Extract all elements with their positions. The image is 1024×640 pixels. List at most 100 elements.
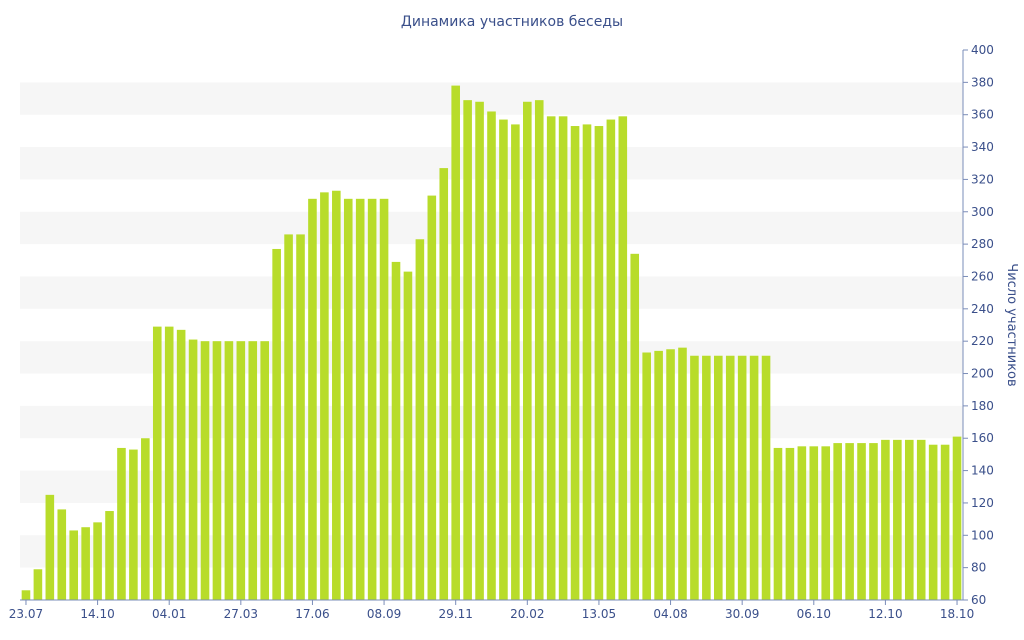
x-tick-label: 08.09 bbox=[367, 607, 401, 621]
x-tick-label: 12.10 bbox=[868, 607, 902, 621]
y-tick-label: 240 bbox=[971, 302, 994, 316]
bar bbox=[451, 85, 460, 601]
bar bbox=[582, 124, 592, 600]
x-tick-label: 18.10 bbox=[940, 607, 974, 621]
x-tick-label: 06.10 bbox=[797, 607, 831, 621]
y-tick-label: 80 bbox=[971, 561, 986, 575]
bar bbox=[164, 326, 174, 600]
bar bbox=[176, 329, 186, 600]
bar bbox=[367, 198, 377, 600]
bar bbox=[904, 439, 914, 600]
y-tick-label: 340 bbox=[971, 140, 994, 154]
y-tick-label: 260 bbox=[971, 269, 994, 283]
bar bbox=[69, 530, 79, 600]
bar bbox=[654, 350, 663, 600]
bar bbox=[212, 341, 222, 600]
bar bbox=[152, 326, 162, 600]
bar bbox=[427, 195, 437, 600]
bar bbox=[952, 436, 962, 600]
y-tick-label: 300 bbox=[971, 205, 994, 219]
bar bbox=[463, 100, 472, 601]
y-tick-label: 320 bbox=[971, 172, 994, 186]
y-axis-label: Число участников bbox=[1004, 263, 1019, 386]
bar bbox=[666, 349, 675, 600]
x-tick-label: 23.07 bbox=[9, 607, 43, 621]
bar-series bbox=[21, 85, 962, 601]
x-tick-label: 29.11 bbox=[439, 607, 473, 621]
bar bbox=[618, 116, 628, 600]
bar bbox=[785, 447, 795, 600]
bar bbox=[737, 355, 747, 600]
bar bbox=[248, 341, 258, 600]
bar bbox=[260, 341, 269, 600]
grid-band bbox=[20, 82, 963, 115]
bar bbox=[475, 101, 484, 600]
bar bbox=[391, 261, 401, 600]
bar bbox=[678, 347, 687, 600]
bar bbox=[916, 439, 926, 600]
bar bbox=[499, 119, 508, 600]
bar bbox=[881, 439, 890, 600]
bar bbox=[833, 443, 842, 600]
y-tick-label: 160 bbox=[971, 431, 994, 445]
y-tick-label: 60 bbox=[971, 593, 986, 607]
bar bbox=[869, 443, 878, 600]
bar bbox=[21, 590, 31, 600]
y-tick-label: 180 bbox=[971, 399, 994, 413]
bar bbox=[355, 198, 365, 600]
bar bbox=[857, 443, 866, 600]
bar bbox=[296, 234, 305, 600]
bar bbox=[415, 239, 425, 600]
bar bbox=[284, 234, 293, 600]
bar bbox=[224, 341, 234, 600]
y-tick-label: 380 bbox=[971, 75, 994, 89]
bar bbox=[594, 126, 604, 600]
y-tick-label: 200 bbox=[971, 367, 994, 381]
bar bbox=[81, 527, 90, 600]
bar bbox=[606, 119, 616, 600]
bar bbox=[117, 447, 126, 600]
bar bbox=[141, 438, 150, 600]
bar bbox=[940, 444, 950, 600]
y-tick-label: 280 bbox=[971, 237, 994, 251]
bar bbox=[809, 446, 819, 600]
bar bbox=[272, 248, 281, 600]
bar bbox=[523, 101, 532, 600]
bar bbox=[702, 355, 711, 600]
bar bbox=[845, 443, 854, 600]
bar bbox=[797, 446, 807, 600]
y-tick-label: 220 bbox=[971, 334, 994, 348]
bar bbox=[33, 569, 43, 600]
x-tick-label: 17.06 bbox=[295, 607, 329, 621]
bar bbox=[642, 352, 651, 600]
bar bbox=[57, 509, 67, 600]
bar bbox=[105, 511, 114, 600]
bar bbox=[200, 341, 210, 600]
y-axis: 60 80 100 120 140 160 180 200 220 240 260 280 300 320… bbox=[962, 43, 994, 607]
bar bbox=[188, 339, 198, 600]
bar bbox=[511, 124, 520, 600]
bar bbox=[534, 100, 544, 601]
bar bbox=[487, 111, 496, 600]
x-axis: 23.07 14.10 04.01 27.03 17.06 08.09 29.11 20.02… bbox=[9, 599, 974, 621]
bar bbox=[928, 444, 938, 600]
bar bbox=[893, 439, 902, 600]
bar bbox=[320, 192, 329, 600]
bar bbox=[821, 446, 831, 600]
bar bbox=[749, 355, 759, 600]
bar bbox=[773, 447, 783, 600]
bar bbox=[690, 355, 699, 600]
y-tick-label: 400 bbox=[971, 43, 994, 57]
bar bbox=[343, 198, 353, 600]
x-tick-label: 20.02 bbox=[510, 607, 544, 621]
x-tick-label: 04.01 bbox=[152, 607, 186, 621]
bar bbox=[45, 494, 55, 600]
x-tick-label: 30.09 bbox=[725, 607, 759, 621]
bar bbox=[714, 355, 723, 600]
bar bbox=[403, 271, 413, 600]
bar bbox=[379, 198, 389, 600]
bar bbox=[558, 116, 568, 600]
x-tick-label: 13.05 bbox=[582, 607, 616, 621]
x-tick-label: 14.10 bbox=[80, 607, 114, 621]
x-tick-label: 27.03 bbox=[224, 607, 258, 621]
